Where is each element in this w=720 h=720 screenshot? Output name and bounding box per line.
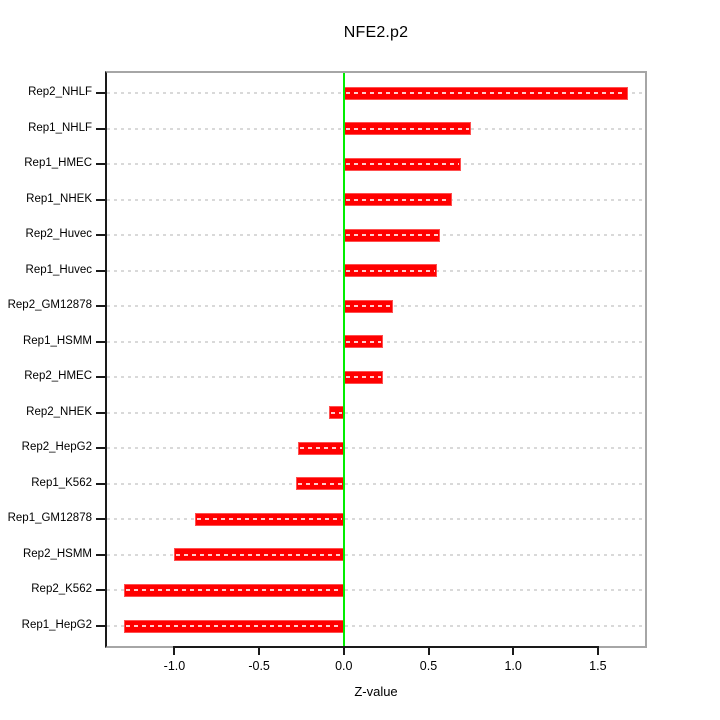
y-axis-label: Rep2_NHLF bbox=[28, 86, 92, 98]
y-axis-label: Rep2_GM12878 bbox=[7, 299, 92, 312]
bar-Rep1_HSMM bbox=[343, 335, 383, 349]
y-axis-label: Rep1_K562 bbox=[31, 476, 92, 489]
bar-Rep1_GM12878 bbox=[194, 512, 344, 526]
y-axis-tick bbox=[96, 447, 105, 450]
bar-Rep2_K562 bbox=[123, 583, 344, 597]
x-axis-tick bbox=[512, 648, 515, 655]
bar-Rep2_NHLF bbox=[343, 86, 629, 100]
y-axis-label: Rep2_HepG2 bbox=[21, 441, 92, 454]
x-axis-tick-label: -0.5 bbox=[248, 659, 270, 673]
bar-grid-overlay bbox=[345, 163, 459, 166]
y-axis-tick bbox=[96, 411, 105, 414]
bar-grid-overlay bbox=[345, 376, 381, 379]
y-axis-label: Rep2_NHEK bbox=[26, 405, 92, 418]
bar-Rep1_HMEC bbox=[343, 157, 461, 171]
chart-title: NFE2.p2 bbox=[343, 24, 409, 41]
bar-Rep2_HMEC bbox=[343, 370, 383, 384]
y-axis-tick bbox=[96, 127, 105, 130]
x-axis-tick-label: -1.0 bbox=[163, 659, 186, 673]
bar-Rep2_HSMM bbox=[174, 548, 344, 562]
x-axis-tick bbox=[173, 648, 176, 655]
y-axis-tick bbox=[96, 340, 105, 343]
y-axis-label: Rep1_HSMM bbox=[22, 334, 92, 347]
y-axis-tick bbox=[96, 198, 105, 201]
y-axis-tick bbox=[96, 163, 105, 166]
gridline bbox=[107, 553, 645, 556]
gridline bbox=[107, 625, 645, 627]
bar-grid-overlay bbox=[330, 411, 342, 414]
x-axis-tick-label: 1.0 bbox=[504, 659, 522, 673]
x-axis-tick bbox=[258, 648, 261, 655]
bar-grid-overlay bbox=[345, 234, 439, 237]
y-axis-tick bbox=[96, 589, 105, 592]
y-axis-label: Rep2_HSMM bbox=[22, 547, 92, 560]
bar-Rep1_K562 bbox=[296, 477, 344, 491]
x-axis-tick-label: 1.5 bbox=[589, 659, 607, 673]
y-axis-tick bbox=[96, 553, 105, 556]
y-axis-tick bbox=[96, 376, 105, 379]
y-axis-label: Rep2_HMEC bbox=[24, 370, 92, 383]
bar-Rep2_GM12878 bbox=[343, 299, 393, 313]
y-axis-label: Rep1_HepG2 bbox=[21, 619, 92, 631]
bar-grid-overlay bbox=[125, 625, 342, 627]
bar-grid-overlay bbox=[176, 553, 342, 556]
x-axis-tick-label: 0.5 bbox=[419, 659, 438, 673]
bar-grid-overlay bbox=[345, 92, 627, 94]
x-axis-tick bbox=[342, 648, 345, 655]
bar-Rep1_HepG2 bbox=[123, 619, 344, 633]
bar-grid-overlay bbox=[125, 589, 342, 592]
bar-grid-overlay bbox=[298, 482, 342, 485]
y-axis-label: Rep2_K562 bbox=[31, 583, 92, 596]
zero-line bbox=[342, 73, 345, 646]
gridline bbox=[107, 518, 645, 521]
bar-Rep2_Huvec bbox=[343, 228, 441, 242]
bar-grid-overlay bbox=[345, 269, 435, 272]
bar-Rep1_NHLF bbox=[343, 122, 471, 136]
y-axis-label: Rep1_Huvec bbox=[25, 263, 92, 276]
y-axis-tick bbox=[96, 625, 105, 627]
y-axis-tick bbox=[96, 305, 105, 308]
bar-grid-overlay bbox=[300, 447, 342, 450]
y-axis-label: Rep2_Huvec bbox=[25, 228, 92, 241]
x-axis-tick bbox=[427, 648, 430, 655]
y-axis-label: Rep1_GM12878 bbox=[7, 512, 92, 525]
x-axis-tick-label: 0.0 bbox=[335, 659, 353, 673]
gridline bbox=[107, 482, 645, 485]
bar-grid-overlay bbox=[345, 127, 469, 130]
y-axis-tick bbox=[96, 482, 105, 485]
bar-Rep2_HepG2 bbox=[298, 441, 344, 455]
bar-grid-overlay bbox=[345, 198, 451, 201]
bar-grid-overlay bbox=[345, 305, 391, 308]
y-axis-tick bbox=[96, 234, 105, 237]
y-axis-label: Rep1_NHLF bbox=[28, 121, 92, 134]
bar-Rep2_NHEK bbox=[328, 406, 344, 420]
bar-Rep1_Huvec bbox=[343, 264, 437, 278]
gridline bbox=[107, 411, 645, 414]
bar-grid-overlay bbox=[196, 518, 342, 521]
x-axis-title: Z-value bbox=[354, 684, 398, 699]
x-axis-tick bbox=[596, 648, 599, 655]
gridline bbox=[107, 447, 645, 450]
y-axis-label: Rep1_NHEK bbox=[26, 192, 92, 205]
y-axis-label: Rep1_HMEC bbox=[24, 157, 92, 170]
bar-grid-overlay bbox=[345, 340, 381, 343]
y-axis-tick bbox=[96, 518, 105, 521]
gridline bbox=[107, 589, 645, 592]
y-axis-tick bbox=[96, 92, 105, 94]
bar-Rep1_NHEK bbox=[343, 193, 453, 207]
y-axis-tick bbox=[96, 269, 105, 272]
x-axis-line bbox=[173, 646, 599, 648]
